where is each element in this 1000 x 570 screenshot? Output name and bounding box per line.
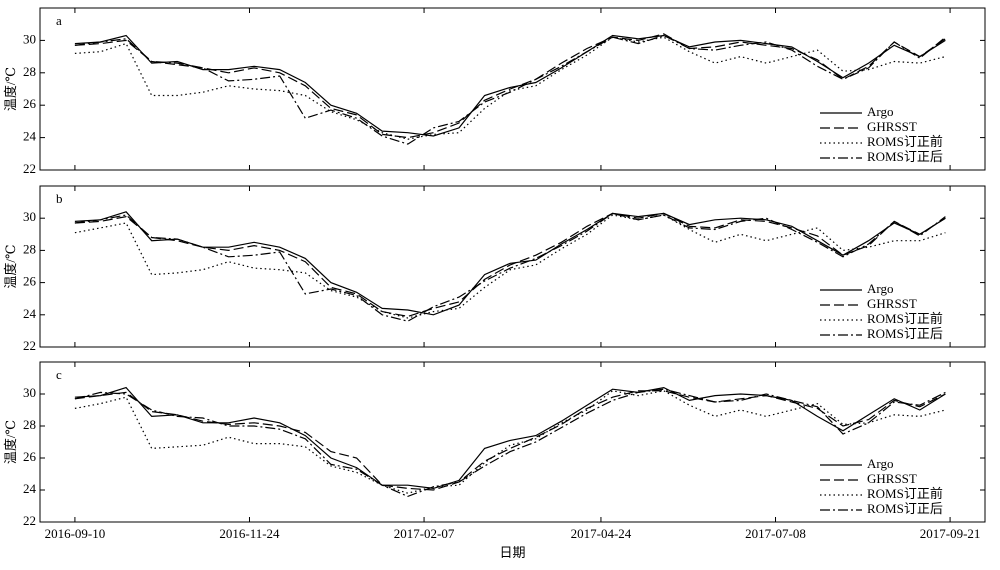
legend-label: ROMS订正前 xyxy=(867,486,943,501)
y-tick-label: 30 xyxy=(23,31,36,46)
series-line xyxy=(74,388,946,498)
legend-label: ROMS订正前 xyxy=(867,311,943,326)
series-line xyxy=(74,34,946,137)
y-tick-label: 28 xyxy=(23,241,36,256)
legend-label: GHRSST xyxy=(867,471,917,486)
series-line xyxy=(74,212,946,322)
panel-label: a xyxy=(56,13,62,28)
legend-label: Argo xyxy=(867,281,893,296)
x-axis-label: 日期 xyxy=(499,545,525,560)
x-tick-label: 2016-11-24 xyxy=(219,526,280,541)
plot-frame xyxy=(39,185,986,348)
y-tick-label: 28 xyxy=(23,64,36,79)
legend-label: Argo xyxy=(867,104,893,119)
series-line xyxy=(74,214,946,319)
y-tick-label: 26 xyxy=(23,96,37,111)
x-tick-label: 2017-02-07 xyxy=(394,526,455,541)
y-tick-label: 24 xyxy=(23,481,37,496)
y-tick-label: 22 xyxy=(23,338,36,353)
x-tick-label: 2017-09-21 xyxy=(920,526,981,541)
series-line xyxy=(74,386,946,490)
series-line xyxy=(74,34,946,145)
legend-label: GHRSST xyxy=(867,119,917,134)
y-tick-label: 22 xyxy=(23,161,36,176)
y-tick-label: 28 xyxy=(23,417,36,432)
x-tick-label: 2017-07-08 xyxy=(745,526,806,541)
y-tick-label: 24 xyxy=(23,129,37,144)
series-line xyxy=(74,390,946,494)
y-tick-label: 30 xyxy=(23,209,36,224)
legend-label: ROMS订正后 xyxy=(867,149,943,164)
legend-label: ROMS订正后 xyxy=(867,326,943,341)
panel-label: c xyxy=(56,367,62,382)
y-tick-label: 24 xyxy=(23,306,37,321)
y-axis-label: 温度/℃ xyxy=(3,244,18,288)
series-line xyxy=(74,33,946,139)
y-axis-label: 温度/℃ xyxy=(3,67,18,111)
series-line xyxy=(74,211,946,316)
panel-label: b xyxy=(56,191,63,206)
legend-label: ROMS订正前 xyxy=(867,134,943,149)
x-tick-label: 2016-09-10 xyxy=(45,526,106,541)
series-line xyxy=(74,36,946,140)
x-tick-label: 2017-04-24 xyxy=(571,526,632,541)
plot-frame xyxy=(39,7,986,171)
y-tick-label: 26 xyxy=(23,274,37,289)
plot-frame xyxy=(39,361,986,523)
legend-label: ROMS订正后 xyxy=(867,501,943,516)
y-tick-label: 30 xyxy=(23,385,36,400)
series-line xyxy=(74,212,946,318)
y-tick-label: 22 xyxy=(23,513,36,528)
legend-label: GHRSST xyxy=(867,296,917,311)
y-axis-label: 温度/℃ xyxy=(3,420,18,464)
y-tick-label: 26 xyxy=(23,449,37,464)
legend-label: Argo xyxy=(867,456,893,471)
